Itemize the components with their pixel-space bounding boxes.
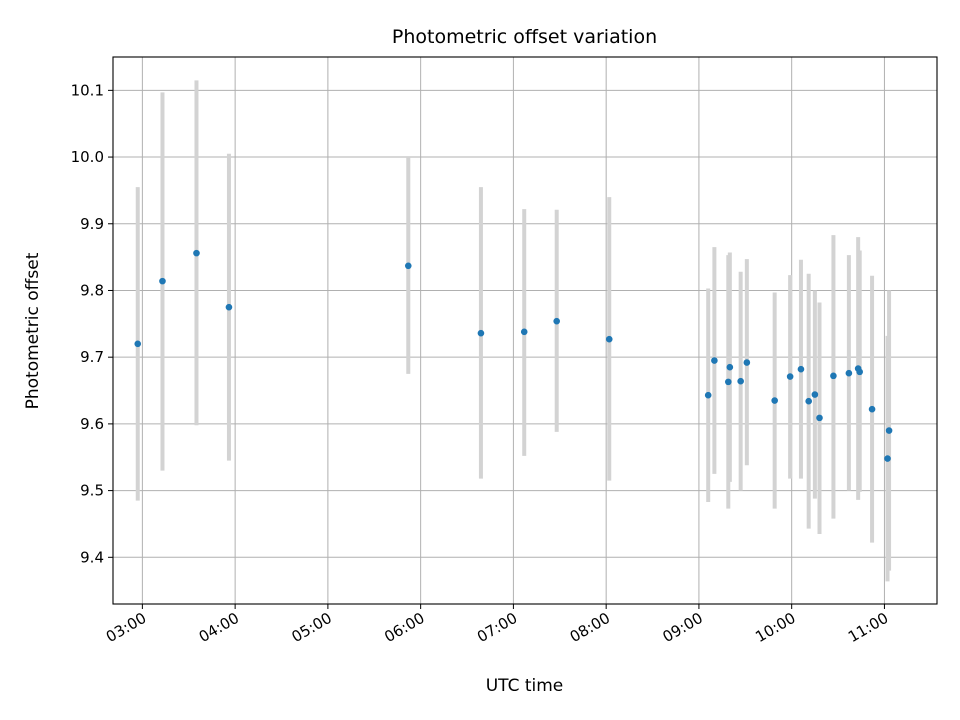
data-point xyxy=(711,357,718,364)
data-point xyxy=(193,249,200,257)
data-point xyxy=(816,414,823,422)
data-point xyxy=(845,369,853,377)
data-point xyxy=(885,427,893,434)
data-points xyxy=(134,249,893,462)
y-tick-label: 9.5 xyxy=(80,482,104,500)
data-point xyxy=(868,405,876,413)
data-point xyxy=(605,335,613,343)
y-tick-label: 10.0 xyxy=(71,148,104,166)
data-point xyxy=(830,372,837,380)
y-tick-label: 9.8 xyxy=(80,281,104,299)
y-tick-label: 10.1 xyxy=(71,81,104,99)
data-point xyxy=(704,391,712,399)
y-tick-label: 9.7 xyxy=(80,348,104,366)
data-point xyxy=(811,391,819,398)
data-point xyxy=(477,329,485,337)
y-tick-label: 9.6 xyxy=(80,415,104,433)
y-tick-label: 9.9 xyxy=(80,215,104,233)
y-axis-title: Photometric offset xyxy=(23,252,43,409)
data-point xyxy=(771,397,778,404)
data-point xyxy=(743,359,751,366)
data-point xyxy=(159,277,166,285)
data-point xyxy=(884,455,891,462)
x-axis-title: UTC time xyxy=(486,676,564,696)
data-point xyxy=(856,368,864,376)
data-point xyxy=(134,340,142,348)
data-point xyxy=(805,397,812,405)
chart-title: Photometric offset variation xyxy=(392,26,657,48)
data-point xyxy=(520,328,528,336)
data-point xyxy=(726,363,734,371)
data-point xyxy=(724,378,732,386)
data-point xyxy=(786,373,794,380)
data-point xyxy=(737,377,744,385)
y-axis-ticks: 9.4 9.5 9.6 9.7 9.8 9.9 10.0 10.1 xyxy=(71,81,113,566)
data-point xyxy=(225,303,233,311)
data-point xyxy=(553,317,560,325)
data-point xyxy=(797,365,805,373)
y-tick-label: 9.4 xyxy=(80,548,104,566)
data-point xyxy=(404,262,412,270)
plot-frame xyxy=(112,56,938,605)
